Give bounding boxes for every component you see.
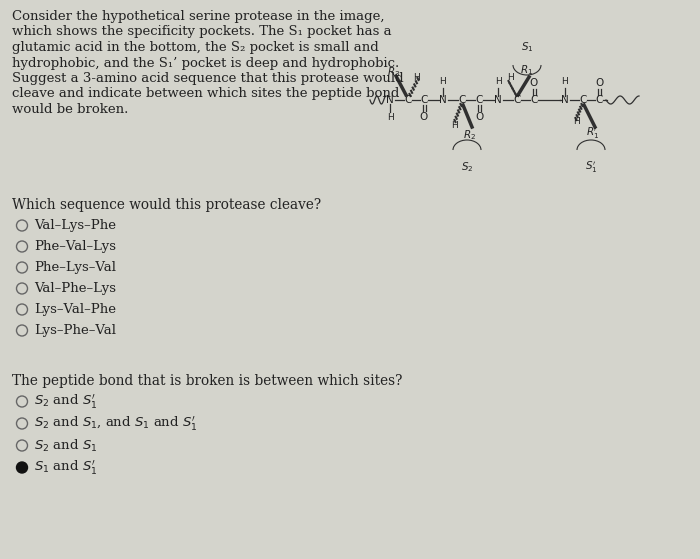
Text: Val–Lys–Phe: Val–Lys–Phe [34,219,116,232]
Text: O: O [530,78,538,88]
Text: O: O [475,112,483,122]
Text: H: H [561,78,568,87]
Text: H: H [507,73,513,83]
Text: N: N [494,95,502,105]
Text: $S_2$ and $S_1'$: $S_2$ and $S_1'$ [34,392,97,410]
Text: H: H [495,78,501,87]
Text: C: C [580,95,587,105]
Text: $S_1$: $S_1$ [521,40,533,54]
Text: $R_3$: $R_3$ [386,65,400,79]
Text: Phe–Lys–Val: Phe–Lys–Val [34,261,116,274]
Text: C: C [513,95,521,105]
Text: $S_1'$: $S_1'$ [584,159,597,175]
Text: Which sequence would this protease cleave?: Which sequence would this protease cleav… [12,198,321,212]
Text: C: C [458,95,466,105]
Text: $R_1$: $R_1$ [520,63,533,77]
Text: H: H [413,73,420,83]
Text: cleave and indicate between which sites the peptide bond: cleave and indicate between which sites … [12,88,400,101]
Text: $R_1'$: $R_1'$ [587,125,600,141]
Text: hydrophobic, and the S₁’ pocket is deep and hydrophobic.: hydrophobic, and the S₁’ pocket is deep … [12,56,399,69]
Text: C: C [420,95,428,105]
Text: $S_2$ and $S_1$: $S_2$ and $S_1$ [34,438,97,453]
Text: H: H [452,121,458,130]
Text: C: C [405,95,412,105]
Text: C: C [531,95,538,105]
Text: Lys–Phe–Val: Lys–Phe–Val [34,324,116,337]
Text: N: N [386,95,394,105]
Text: Phe–Val–Lys: Phe–Val–Lys [34,240,116,253]
Text: Lys–Val–Phe: Lys–Val–Phe [34,303,116,316]
Text: Val–Phe–Lys: Val–Phe–Lys [34,282,116,295]
Text: H: H [440,78,447,87]
Text: C: C [595,95,603,105]
Text: C: C [475,95,483,105]
Text: Suggest a 3-amino acid sequence that this protease would: Suggest a 3-amino acid sequence that thi… [12,72,404,85]
Text: $S_2$: $S_2$ [461,160,473,174]
Text: H: H [573,117,580,126]
Text: O: O [420,112,428,122]
Text: $S_1$ and $S_1'$: $S_1$ and $S_1'$ [34,458,97,476]
Text: would be broken.: would be broken. [12,103,128,116]
Text: N: N [439,95,447,105]
Text: Consider the hypothetical serine protease in the image,: Consider the hypothetical serine proteas… [12,10,384,23]
Text: H: H [386,112,393,121]
Text: $R_2$: $R_2$ [463,128,477,142]
Text: glutamic acid in the bottom, the S₂ pocket is small and: glutamic acid in the bottom, the S₂ pock… [12,41,379,54]
Text: $S_2$ and $S_1$, and $S_1$ and $S_1'$: $S_2$ and $S_1$, and $S_1$ and $S_1'$ [34,415,197,433]
Text: which shows the specificity pockets. The S₁ pocket has a: which shows the specificity pockets. The… [12,26,391,39]
Text: O: O [595,78,603,88]
Text: N: N [561,95,569,105]
Text: The peptide bond that is broken is between which sites?: The peptide bond that is broken is betwe… [12,374,402,388]
Circle shape [17,462,27,473]
